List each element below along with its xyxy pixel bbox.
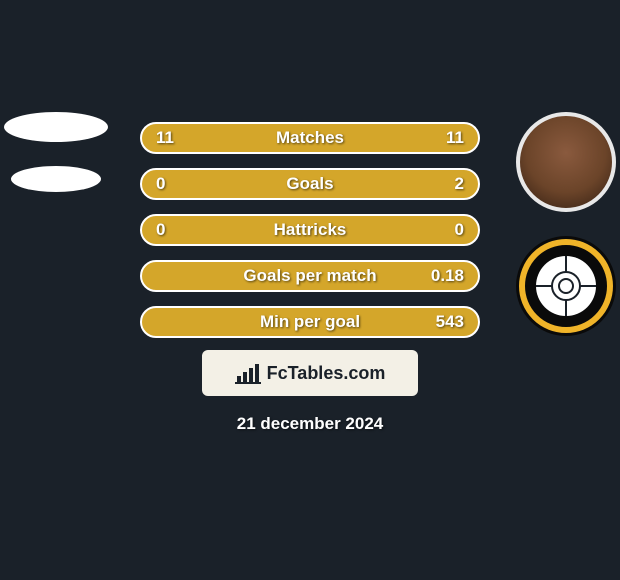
bar-chart-icon — [235, 362, 261, 384]
club-logo-svg — [516, 236, 616, 336]
left-player-avatar-placeholder — [4, 112, 108, 142]
stat-row: 0Goals2 — [140, 168, 480, 200]
stats-table: 11Matches11 0Goals2 0Hattricks0 Goals per m… — [140, 122, 480, 338]
date-label: 21 december 2024 — [237, 414, 384, 434]
right-player-avatar — [516, 112, 616, 212]
footer: FcTables.com 21 december 2024 — [0, 350, 620, 434]
left-column — [4, 112, 108, 192]
stat-label: Goals — [142, 174, 478, 194]
right-club-logo — [516, 236, 616, 336]
branding-badge: FcTables.com — [202, 350, 418, 396]
branding-text: FcTables.com — [267, 363, 386, 384]
stat-label: Hattricks — [142, 220, 478, 240]
stat-row: 11Matches11 — [140, 122, 480, 154]
left-club-logo-placeholder — [11, 166, 101, 192]
stat-label: Goals per match — [142, 266, 478, 286]
stat-row: Goals per match0.18 — [140, 260, 480, 292]
stat-label: Min per goal — [142, 312, 478, 332]
stat-row: 0Hattricks0 — [140, 214, 480, 246]
right-column — [516, 112, 616, 336]
stat-label: Matches — [142, 128, 478, 148]
stat-row: Min per goal543 — [140, 306, 480, 338]
